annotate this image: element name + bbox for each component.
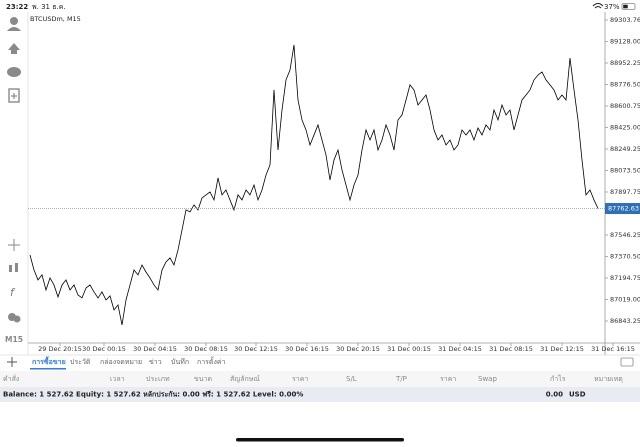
y-tick-label: 87370.50 xyxy=(610,253,640,261)
chat-icon[interactable] xyxy=(7,67,21,77)
column-header: ขนาด xyxy=(194,375,212,383)
tab[interactable]: ข่าว xyxy=(149,358,162,366)
tab[interactable]: การซื้อขาย xyxy=(32,355,66,366)
battery-fill xyxy=(623,4,628,9)
y-tick-label: 89128.00 xyxy=(610,38,640,46)
x-tick-label: 31 Dec 04:15 xyxy=(438,345,482,353)
tab[interactable]: ประวัติ xyxy=(70,358,91,366)
objects-icon-b xyxy=(13,315,21,323)
x-tick-label: 31 Dec 08:15 xyxy=(489,345,533,353)
tab[interactable]: กล่องจดหมาย xyxy=(100,358,142,366)
toolbar: f M15 xyxy=(5,17,23,344)
price-line xyxy=(29,44,599,326)
y-tick-label: 89303.76 xyxy=(610,16,640,24)
tab[interactable]: บันทึก xyxy=(171,357,189,366)
x-tick-label: 31 Dec 12:15 xyxy=(540,345,584,353)
balance-profit: 0.00 xyxy=(546,391,563,399)
column-header: ราคา xyxy=(292,375,308,383)
home-indicator xyxy=(236,438,404,442)
crosshair-icon[interactable] xyxy=(8,239,20,251)
indicator-icon[interactable]: f xyxy=(10,286,16,299)
account-icon-body xyxy=(7,27,21,31)
x-tick-label: 30 Dec 08:15 xyxy=(184,345,228,353)
column-header: Swap xyxy=(478,375,497,383)
status-date: พ. 31 ธ.ค. xyxy=(32,3,66,11)
y-tick-label: 87194.75 xyxy=(610,274,640,282)
wifi-icon xyxy=(592,3,604,9)
trade-icon[interactable] xyxy=(8,43,20,54)
account-icon[interactable] xyxy=(10,17,18,25)
x-tick-label: 30 Dec 20:15 xyxy=(336,345,380,353)
battery-level: 37% xyxy=(604,3,620,11)
column-header: หมายเหตุ xyxy=(594,375,623,383)
column-header: เวลา xyxy=(110,375,125,383)
y-tick-label: 88776.50 xyxy=(610,81,640,89)
column-header: T/P xyxy=(395,375,407,383)
balance-currency: USD xyxy=(569,391,586,399)
y-tick-label: 87546.25 xyxy=(610,231,640,239)
status-time: 23:22 xyxy=(6,3,28,11)
y-tick-label: 88600.75 xyxy=(610,102,640,110)
y-tick-label: 88952.25 xyxy=(610,59,640,67)
add-button[interactable] xyxy=(7,357,17,367)
current-price-label: 87762.63 xyxy=(608,205,639,213)
current-price-box xyxy=(605,203,640,215)
battery-icon xyxy=(621,3,636,10)
y-tick-label: 88073.50 xyxy=(610,167,640,175)
x-tick-label: 29 Dec 20:15 xyxy=(38,345,82,353)
x-tick-label: 30 Dec 16:15 xyxy=(285,345,329,353)
x-tick-label: 31 Dec 00:15 xyxy=(387,345,431,353)
y-tick-label: 87019.00 xyxy=(610,296,640,304)
active-tab-underline xyxy=(30,368,66,370)
column-header: S/L xyxy=(346,375,357,383)
tab[interactable]: การตั้งค่า xyxy=(197,355,226,366)
x-tick-label: 30 Dec 12:15 xyxy=(234,345,278,353)
timeframe[interactable]: M15 xyxy=(5,335,23,344)
y-tick-label: 88249.25 xyxy=(610,145,640,153)
x-tick-label: 31 Dec 16:15 xyxy=(591,345,635,353)
y-tick-label: 86843.25 xyxy=(610,317,640,325)
column-header: กำไร xyxy=(550,374,566,383)
chart-title: BTCUSDm, M15 xyxy=(30,15,81,23)
table-header xyxy=(0,371,640,387)
y-tick-label: 88425.00 xyxy=(610,124,640,132)
column-header: สัญลักษณ์ xyxy=(230,375,260,383)
new-order-plus xyxy=(11,93,17,99)
layout-icon[interactable] xyxy=(620,357,634,367)
new-order-icon[interactable] xyxy=(8,88,20,103)
chart-type-icon-bar xyxy=(15,263,18,272)
x-tick-label: 30 Dec 00:15 xyxy=(82,345,126,353)
chart-type-icon[interactable] xyxy=(9,265,12,272)
column-header: ราคา xyxy=(440,375,456,383)
y-tick-label: 87897.75 xyxy=(610,188,640,196)
balance-row xyxy=(0,387,640,402)
balance-text: Balance: 1 527.62 Equity: 1 527.62 หลักป… xyxy=(3,391,303,399)
column-header: คำสั่ง xyxy=(3,374,19,383)
x-tick-label: 30 Dec 04:15 xyxy=(133,345,177,353)
column-header: ประเภท xyxy=(146,375,170,383)
